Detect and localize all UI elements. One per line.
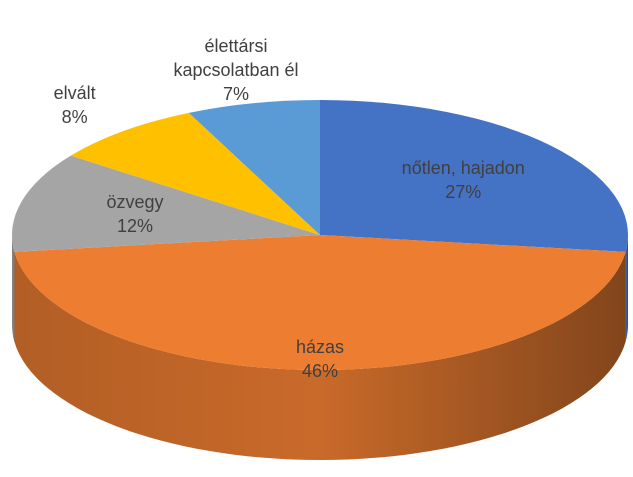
slice bbox=[70, 112, 320, 235]
category-label: nőtlen, hajadon bbox=[401, 157, 525, 178]
data-label: házas 46% bbox=[296, 335, 344, 383]
value-label: 46% bbox=[301, 360, 339, 381]
value-label: 8% bbox=[61, 106, 88, 127]
slice bbox=[14, 235, 626, 370]
slice-side bbox=[12, 235, 15, 342]
category-label: házas bbox=[295, 336, 345, 357]
data-label: élettársi kapcsolatban él 7% bbox=[161, 34, 311, 106]
slice-side bbox=[14, 251, 626, 460]
category-label: élettársi kapcsolatban él bbox=[173, 36, 299, 81]
slice bbox=[320, 100, 629, 252]
slice bbox=[12, 155, 321, 252]
value-label: 7% bbox=[222, 84, 249, 105]
data-label: nőtlen, hajadon 27% bbox=[402, 156, 525, 204]
value-label: 12% bbox=[117, 216, 154, 237]
data-label: elvált 8% bbox=[54, 81, 96, 129]
value-label: 27% bbox=[445, 181, 482, 202]
slice bbox=[188, 100, 320, 235]
category-label: elvált bbox=[53, 82, 96, 103]
data-label: özvegy 12% bbox=[107, 190, 164, 238]
slice-side bbox=[625, 235, 628, 342]
category-label: özvegy bbox=[106, 192, 164, 213]
